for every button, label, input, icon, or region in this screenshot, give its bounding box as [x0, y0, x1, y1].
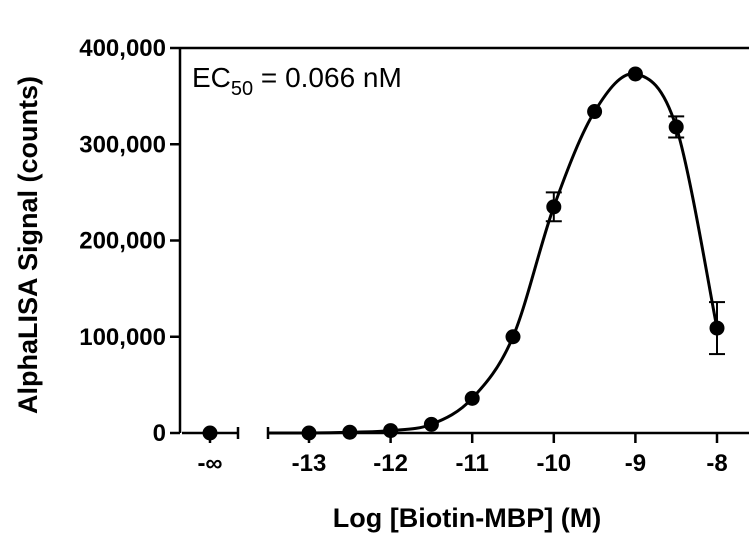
- x-tick-label-zero: -∞: [197, 450, 222, 477]
- data-point: [342, 424, 358, 440]
- axes: [170, 46, 749, 443]
- labels-layer: 0 100,000 200,000 300,000 400,000 -∞ -13 -12 -11…: [79, 35, 727, 477]
- x-tick-label: -13: [292, 450, 327, 477]
- x-axis-title: Log [Biotin-MBP] (M): [333, 503, 601, 533]
- ec50-subscript: 50: [231, 78, 253, 100]
- data-point: [627, 66, 643, 82]
- data-point: [587, 104, 603, 120]
- y-tick-label: 200,000: [79, 228, 166, 255]
- data-point: [668, 119, 684, 135]
- x-tick-label: -10: [536, 450, 571, 477]
- y-tick-label: 0: [153, 420, 166, 447]
- ec50-prefix: EC: [192, 62, 231, 93]
- data-point: [546, 199, 562, 215]
- y-tick-label: 300,000: [79, 131, 166, 158]
- x-tick-label: -9: [625, 450, 646, 477]
- ec50-annotation: EC50 = 0.066 nM: [192, 62, 402, 100]
- data-point: [423, 416, 439, 432]
- ec50-value: = 0.066 nM: [253, 62, 402, 93]
- data-point: [301, 425, 317, 441]
- data-point: [202, 425, 218, 441]
- fit-curve: [268, 72, 719, 435]
- data-point: [505, 329, 521, 345]
- data-point: [383, 423, 399, 439]
- y-axis-title: AlphaLISA Signal (counts): [13, 76, 43, 414]
- points-layer: [202, 66, 725, 441]
- x-tick-label: -11: [456, 450, 489, 477]
- fit-curve-layer: [268, 72, 719, 435]
- y-tick-label: 400,000: [79, 35, 166, 62]
- data-point: [464, 390, 480, 406]
- x-tick-label: -12: [373, 450, 408, 477]
- y-tick-label: 100,000: [79, 324, 166, 351]
- x-tick-label: -8: [706, 450, 727, 477]
- data-point: [709, 320, 725, 336]
